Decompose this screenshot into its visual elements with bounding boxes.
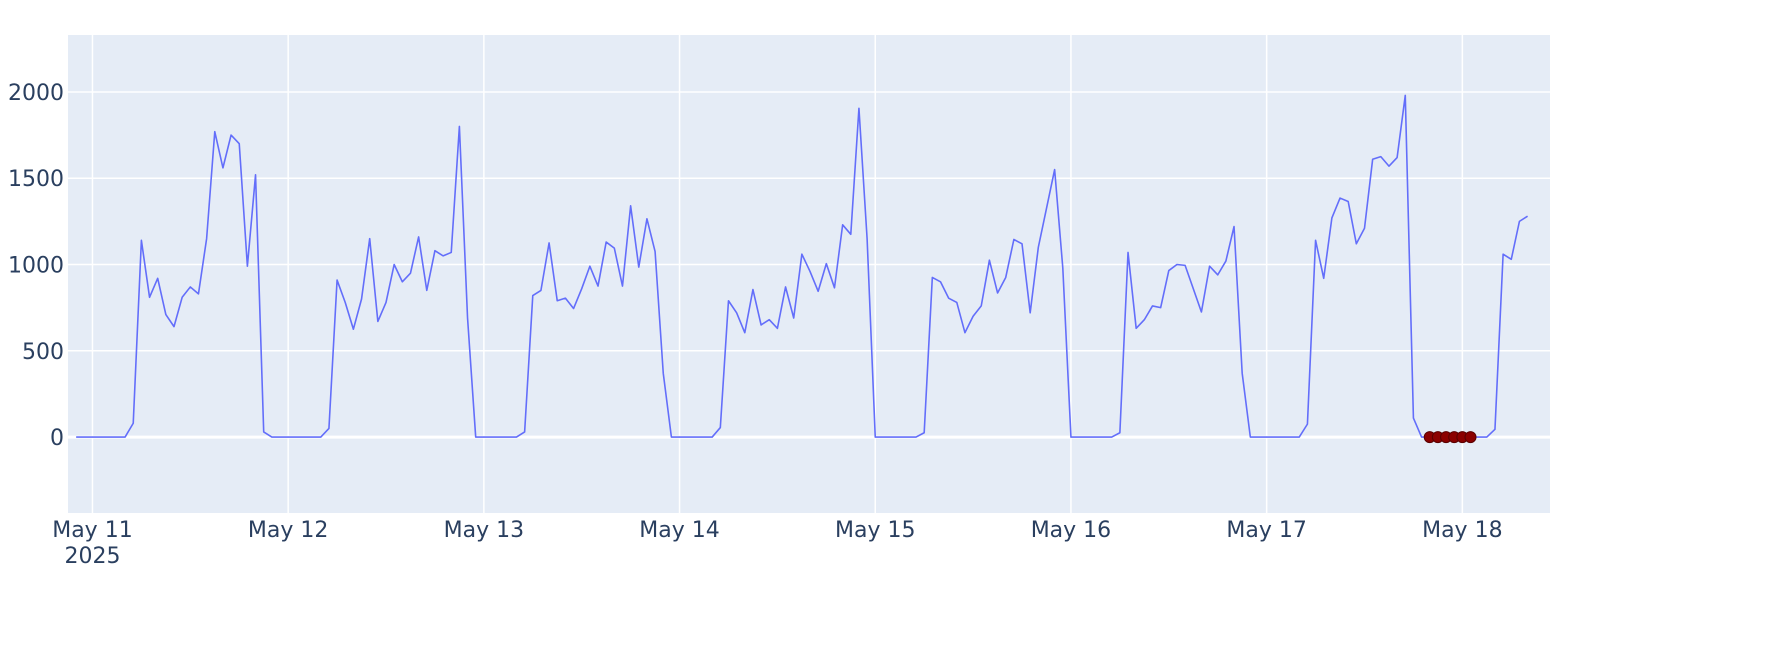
- x-tick-label: May 16: [1031, 518, 1111, 543]
- series-layer: [76, 94, 1529, 438]
- x-tick-label: May 17: [1226, 518, 1306, 543]
- x-tick-label: May 18: [1422, 518, 1502, 543]
- y-axis-ticks: 0 500 1000 1500 2000: [8, 81, 64, 451]
- y-tick-label: 2000: [8, 81, 64, 106]
- x-tick-label: May 11: [52, 518, 132, 543]
- y-tick-label: 0: [50, 426, 64, 451]
- series-line: [76, 94, 1529, 438]
- y-tick-label: 500: [22, 340, 64, 365]
- data-point-marker: [1464, 431, 1477, 444]
- x-tick-label: May 15: [835, 518, 915, 543]
- marker-layer: [1423, 431, 1477, 444]
- x-tick-label: May 12: [248, 518, 328, 543]
- x-tick-label: May 14: [639, 518, 719, 543]
- y-tick-label: 1000: [8, 254, 64, 279]
- x-tick-label: May 13: [444, 518, 524, 543]
- x-tick-sublabel: 2025: [64, 544, 120, 569]
- y-tick-label: 1500: [8, 167, 64, 192]
- grid-lines: [68, 35, 1550, 513]
- plot-background: [68, 35, 1550, 513]
